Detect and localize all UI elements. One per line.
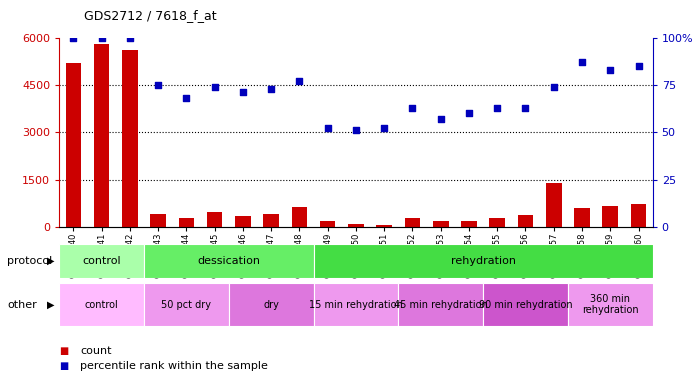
Point [237, 89, 248, 95]
Bar [94, 44, 110, 227]
Point [633, 63, 644, 69]
Point [350, 127, 362, 133]
Bar [461, 221, 477, 227]
Bar [59, 244, 144, 278]
Point [548, 84, 559, 90]
Text: ▶: ▶ [47, 256, 54, 266]
Bar [574, 208, 590, 227]
Bar [263, 214, 279, 227]
Point [604, 67, 616, 73]
Bar [59, 283, 144, 326]
Bar [144, 283, 229, 326]
Point [577, 59, 588, 65]
Text: ■: ■ [59, 346, 68, 355]
Bar [235, 216, 251, 227]
Point [96, 34, 107, 40]
Bar [433, 221, 449, 227]
Point [520, 105, 531, 111]
Text: dessication: dessication [198, 256, 260, 266]
Point [209, 84, 221, 90]
Bar [151, 214, 166, 227]
Point [491, 105, 503, 111]
Bar [568, 283, 653, 326]
Bar [207, 212, 223, 227]
Bar [483, 283, 568, 326]
Text: 90 min rehydration: 90 min rehydration [479, 300, 572, 310]
Point [322, 125, 334, 131]
Bar [348, 224, 364, 227]
Text: 360 min
rehydration: 360 min rehydration [582, 294, 639, 315]
Bar [602, 206, 618, 227]
Text: rehydration: rehydration [451, 256, 516, 266]
Text: ▶: ▶ [47, 300, 54, 310]
Bar [546, 183, 561, 227]
Bar [399, 283, 483, 326]
Point [266, 86, 277, 92]
Bar [292, 207, 307, 227]
Text: GDS2712 / 7618_f_at: GDS2712 / 7618_f_at [84, 9, 216, 22]
Point [153, 82, 164, 88]
Bar [122, 50, 138, 227]
Bar [376, 225, 392, 227]
Point [463, 110, 475, 116]
Bar [313, 244, 653, 278]
Point [294, 78, 305, 84]
Text: control: control [82, 256, 121, 266]
Bar [313, 283, 399, 326]
Bar [405, 218, 420, 227]
Point [181, 95, 192, 101]
Text: dry: dry [263, 300, 279, 310]
Point [407, 105, 418, 111]
Point [68, 34, 79, 40]
Text: percentile rank within the sample: percentile rank within the sample [80, 361, 268, 370]
Text: protocol: protocol [7, 256, 52, 266]
Text: 50 pct dry: 50 pct dry [161, 300, 211, 310]
Text: 45 min rehydration: 45 min rehydration [394, 300, 488, 310]
Point [435, 116, 446, 122]
Text: ■: ■ [59, 361, 68, 370]
Text: control: control [85, 300, 119, 310]
Bar [489, 218, 505, 227]
Point [124, 34, 135, 40]
Bar [518, 215, 533, 227]
Point [378, 125, 389, 131]
Bar [631, 204, 646, 227]
Bar [229, 283, 313, 326]
Text: other: other [7, 300, 37, 310]
Text: count: count [80, 346, 112, 355]
Text: 15 min rehydration: 15 min rehydration [309, 300, 403, 310]
Bar [66, 63, 81, 227]
Bar [144, 244, 313, 278]
Bar [320, 221, 336, 227]
Bar [179, 218, 194, 227]
